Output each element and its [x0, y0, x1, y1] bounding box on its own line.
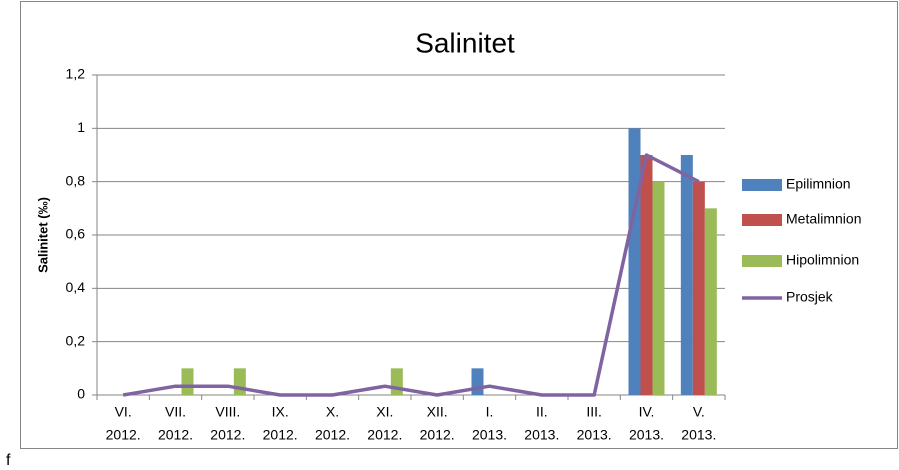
x-tick-label: 2013.: [577, 427, 612, 443]
x-tick-label: VII.: [165, 404, 186, 420]
y-tick-label: 0,6: [66, 226, 86, 242]
x-tick-label: 2013.: [629, 427, 664, 443]
x-tick-label: 2012.: [263, 427, 298, 443]
bar: [628, 128, 641, 396]
x-tick-label: IX.: [272, 404, 289, 420]
y-tick-label: 0,2: [66, 332, 86, 348]
legend-label: Hipolimnion: [786, 252, 859, 268]
y-tick-label: 0,8: [66, 172, 86, 188]
x-tick-label: XII.: [427, 404, 448, 420]
bar: [652, 181, 665, 395]
legend-swatch: [742, 179, 782, 191]
bar: [704, 208, 717, 395]
legend-label: Prosjek: [786, 289, 834, 305]
x-tick-label: V.: [693, 404, 705, 420]
x-tick-label: VI.: [115, 404, 132, 420]
x-tick-label: 2013.: [524, 427, 559, 443]
bar: [390, 368, 403, 395]
line: [122, 153, 700, 397]
x-tick-label: 2013.: [472, 427, 507, 443]
x-tick-label: VIII.: [215, 404, 240, 420]
bar: [692, 181, 705, 395]
footnote: f: [6, 452, 11, 469]
x-tick-label: XI.: [376, 404, 393, 420]
bar: [471, 368, 484, 395]
bar: [680, 155, 693, 395]
y-tick-label: 0: [77, 386, 85, 402]
x-tick-label: X.: [326, 404, 339, 420]
x-tick-label: 2012.: [420, 427, 455, 443]
legend-label: Epilimnion: [786, 176, 851, 192]
x-tick-label: IV.: [639, 404, 655, 420]
y-tick-label: 1: [77, 119, 85, 135]
bar: [233, 368, 246, 395]
y-axis-label: Salinitet (‰): [35, 197, 50, 273]
x-tick-label: 2012.: [210, 427, 245, 443]
y-tick-label: 0,4: [66, 279, 86, 295]
x-tick-label: 2012.: [315, 427, 350, 443]
y-tick-label: 1,2: [66, 66, 86, 82]
x-tick-label: 2013.: [681, 427, 716, 443]
legend-swatch: [742, 214, 782, 226]
x-tick-label: I.: [486, 404, 494, 420]
x-tick-label: II.: [536, 404, 548, 420]
x-tick-label: 2012.: [106, 427, 141, 443]
x-tick-label: 2012.: [367, 427, 402, 443]
x-tick-label: III.: [586, 404, 602, 420]
legend-swatch: [742, 255, 782, 267]
bar: [640, 155, 653, 395]
legend-label: Metalimnion: [786, 211, 861, 227]
chart-title: Salinitet: [415, 27, 515, 58]
x-tick-label: 2012.: [158, 427, 193, 443]
bar: [181, 368, 194, 395]
